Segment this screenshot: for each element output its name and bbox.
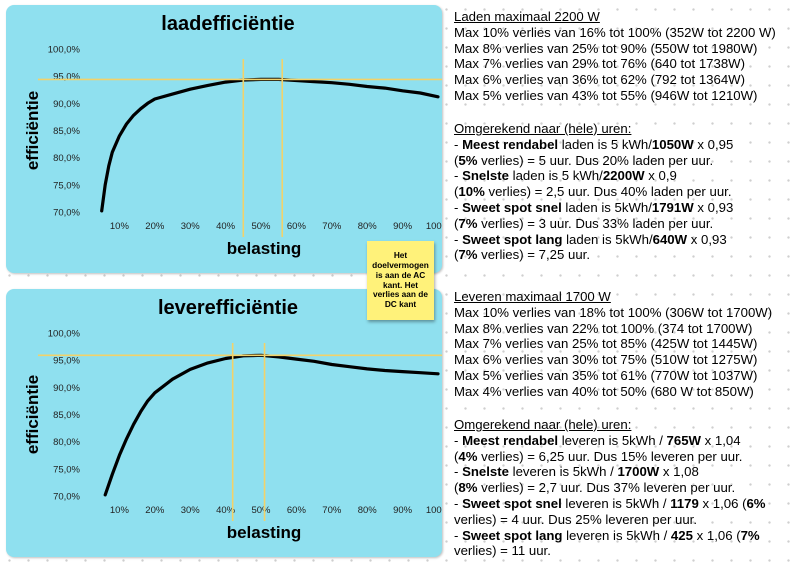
- leveren-uren: Omgerekend naar (hele) uren: - Meest ren…: [454, 417, 800, 559]
- leveren-line: Max 4% verlies van 40% tot 50% (680 W to…: [454, 383, 754, 399]
- leveren-line: Max 10% verlies van 18% tot 100% (306W t…: [454, 304, 773, 320]
- x-tick-label: 10%: [110, 505, 130, 516]
- x-tick-label: 60%: [287, 221, 307, 232]
- leveren-summary: Leveren maximaal 1700 W Max 10% verlies …: [454, 289, 800, 400]
- leveren-line: Max 6% verlies van 30% tot 75% (510W tot…: [454, 352, 758, 368]
- y-axis-label: efficiëntie: [23, 375, 42, 454]
- laden-uren-heading: Omgerekend naar (hele) uren:: [454, 121, 632, 136]
- laden-line: Max 10% verlies van 16% tot 100% (352W t…: [454, 24, 776, 40]
- leveren-line: Max 8% verlies van 22% tot 100% (374 tot…: [454, 320, 753, 336]
- x-tick-label: 40%: [216, 505, 236, 516]
- x-tick-label: 80%: [358, 505, 378, 516]
- laad-chart-panel: laadefficiëntie efficiëntie belasting 70,0%…: [6, 5, 442, 273]
- y-tick-label: 70,0%: [53, 492, 80, 503]
- leveren-heading: Leveren maximaal 1700 W: [454, 289, 611, 304]
- leveren-uren-line: - Meest rendabel leveren is 5kWh / 765W …: [454, 432, 741, 448]
- x-tick-label: 90%: [393, 221, 413, 232]
- chart-title: laadefficiëntie: [161, 13, 294, 35]
- laden-uren-line: (7% verlies) = 7,25 uur.: [454, 247, 590, 263]
- lever-efficiency-chart: leverefficiëntie efficiëntie belasting 70,0…: [23, 297, 442, 542]
- x-tick-label: 30%: [181, 505, 201, 516]
- y-tick-label: 95,0%: [53, 356, 80, 367]
- leveren-line: Max 7% verlies van 25% tot 85% (425W tot…: [454, 336, 758, 352]
- laden-line: Max 8% verlies van 25% tot 90% (550W tot…: [454, 40, 758, 56]
- x-tick-label: 50%: [251, 505, 271, 516]
- y-tick-label: 80,0%: [53, 437, 80, 448]
- x-tick-label: 50%: [251, 221, 271, 232]
- leveren-uren-line: - Sweet spot snel leveren is 5kWh / 1179…: [454, 495, 766, 511]
- laden-uren-line: (10% verlies) = 2,5 uur. Dus 40% laden p…: [454, 184, 732, 200]
- laden-summary: Laden maximaal 2200 W Max 10% verlies va…: [454, 9, 800, 104]
- x-tick-label: 30%: [181, 221, 201, 232]
- laden-heading: Laden maximaal 2200 W: [454, 9, 600, 24]
- laden-uren-line: - Meest rendabel laden is 5 kWh/1050W x …: [454, 136, 734, 152]
- laden-uren-line: (7% verlies) = 3 uur. Dus 33% laden per …: [454, 215, 714, 231]
- y-tick-label: 70,0%: [53, 208, 80, 219]
- laden-uren: Omgerekend naar (hele) uren: - Meest ren…: [454, 121, 800, 263]
- leveren-uren-line: verlies) = 4 uur. Dus 25% leveren per uu…: [454, 511, 697, 527]
- x-tick-label: 20%: [145, 505, 165, 516]
- lever-chart-panel: leverefficiëntie efficiëntie belasting 70,0…: [6, 289, 442, 557]
- y-tick-label: 90,0%: [53, 99, 80, 110]
- x-tick-label: 100%: [426, 221, 442, 232]
- x-tick-label: 80%: [358, 221, 378, 232]
- y-tick-label: 95,0%: [53, 72, 80, 83]
- leveren-uren-heading: Omgerekend naar (hele) uren:: [454, 417, 632, 432]
- x-tick-label: 20%: [145, 221, 165, 232]
- y-tick-label: 75,0%: [53, 464, 80, 475]
- y-tick-label: 100,0%: [48, 329, 81, 340]
- laden-uren-line: - Sweet spot snel laden is 5kWh/1791W x …: [454, 199, 734, 215]
- x-tick-label: 40%: [216, 221, 236, 232]
- laden-line: Max 7% verlies van 29% tot 76% (640 tot …: [454, 56, 746, 72]
- x-tick-label: 60%: [287, 505, 307, 516]
- y-tick-label: 80,0%: [53, 153, 80, 164]
- y-tick-label: 75,0%: [53, 180, 80, 191]
- laden-uren-line: (5% verlies) = 5 uur. Dus 20% laden per …: [454, 152, 714, 168]
- x-axis-label: belasting: [227, 239, 302, 258]
- leveren-line: Max 5% verlies van 35% tot 61% (770W tot…: [454, 367, 758, 383]
- x-tick-label: 70%: [322, 505, 342, 516]
- x-tick-label: 90%: [393, 505, 413, 516]
- leveren-uren-line: - Sweet spot lang leveren is 5kWh / 425 …: [454, 527, 760, 543]
- y-tick-label: 100,0%: [48, 45, 81, 56]
- x-tick-label: 100%: [426, 505, 442, 516]
- laden-line: Max 6% verlies van 36% tot 62% (792 tot …: [454, 72, 746, 88]
- y-tick-label: 85,0%: [53, 410, 80, 421]
- y-tick-label: 85,0%: [53, 126, 80, 137]
- y-axis-label: efficiëntie: [23, 91, 42, 170]
- laden-uren-line: - Sweet spot lang laden is 5kWh/640W x 0…: [454, 231, 727, 247]
- leveren-uren-line: (4% verlies) = 6,25 uur. Dus 15% leveren…: [454, 448, 743, 464]
- y-tick-label: 90,0%: [53, 383, 80, 394]
- laden-line: Max 5% verlies van 43% tot 55% (946W tot…: [454, 87, 758, 103]
- leveren-uren-line: verlies) = 11 uur.: [454, 543, 551, 559]
- efficiency-curve: [100, 77, 440, 213]
- laad-efficiency-chart: laadefficiëntie efficiëntie belasting 70,0%…: [23, 13, 442, 258]
- sticky-note: Het doelvermogen is aan de AC kant. Het …: [367, 241, 434, 320]
- x-axis-label: belasting: [227, 523, 302, 542]
- efficiency-curve: [103, 353, 440, 497]
- chart-title: leverefficiëntie: [158, 297, 298, 319]
- leveren-uren-line: (8% verlies) = 2,7 uur. Dus 37% leveren …: [454, 480, 736, 496]
- leveren-uren-line: - Snelste leveren is 5kWh / 1700W x 1,08: [454, 464, 699, 480]
- x-tick-label: 10%: [110, 221, 130, 232]
- laden-uren-line: - Snelste laden is 5 kWh/2200W x 0,9: [454, 168, 677, 184]
- x-tick-label: 70%: [322, 221, 342, 232]
